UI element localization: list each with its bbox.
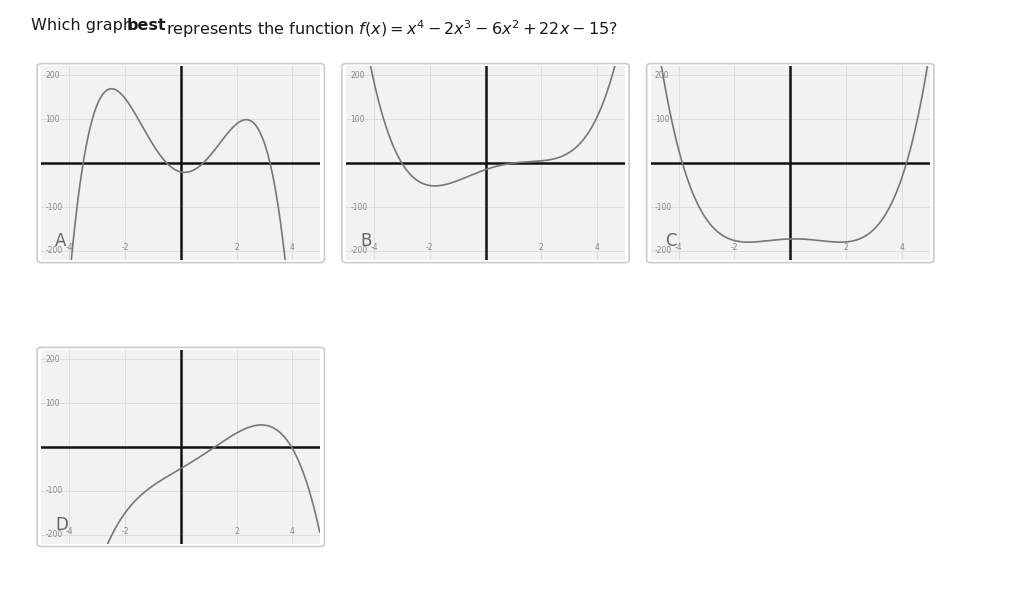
Text: -200: -200: [655, 246, 672, 255]
Text: 2: 2: [844, 243, 848, 252]
Text: 4: 4: [595, 243, 599, 252]
Text: -100: -100: [350, 202, 368, 211]
Text: 100: 100: [655, 115, 669, 124]
Text: -100: -100: [655, 202, 672, 211]
Text: -4: -4: [675, 243, 683, 252]
Text: D: D: [56, 516, 68, 534]
Text: -2: -2: [426, 243, 434, 252]
Text: 4: 4: [290, 243, 294, 252]
Text: -100: -100: [45, 202, 63, 211]
Text: 2: 2: [234, 527, 239, 536]
Text: 2: 2: [234, 243, 239, 252]
Text: -2: -2: [121, 243, 129, 252]
Text: -200: -200: [45, 246, 63, 255]
Text: represents the function $f(x)=x^4-2x^3-6x^2+22x-15$?: represents the function $f(x)=x^4-2x^3-6…: [161, 18, 618, 40]
Text: 4: 4: [900, 243, 904, 252]
Text: best: best: [127, 18, 166, 33]
Text: 200: 200: [45, 71, 60, 80]
Text: -2: -2: [121, 527, 129, 536]
Text: -4: -4: [65, 243, 73, 252]
Text: 100: 100: [45, 115, 60, 124]
Text: 100: 100: [350, 115, 365, 124]
Text: 100: 100: [45, 399, 60, 408]
Text: A: A: [56, 232, 67, 250]
Text: 200: 200: [45, 355, 60, 364]
Text: 200: 200: [350, 71, 365, 80]
Text: -200: -200: [45, 530, 63, 539]
Text: B: B: [359, 232, 372, 250]
Text: 4: 4: [290, 527, 294, 536]
Text: -4: -4: [65, 527, 73, 536]
Text: -2: -2: [730, 243, 739, 252]
Text: -4: -4: [370, 243, 378, 252]
Text: C: C: [665, 232, 677, 250]
Text: -200: -200: [350, 246, 368, 255]
Text: 2: 2: [539, 243, 543, 252]
Text: 200: 200: [655, 71, 669, 80]
Text: -100: -100: [45, 486, 63, 495]
Text: Which graph: Which graph: [31, 18, 138, 33]
